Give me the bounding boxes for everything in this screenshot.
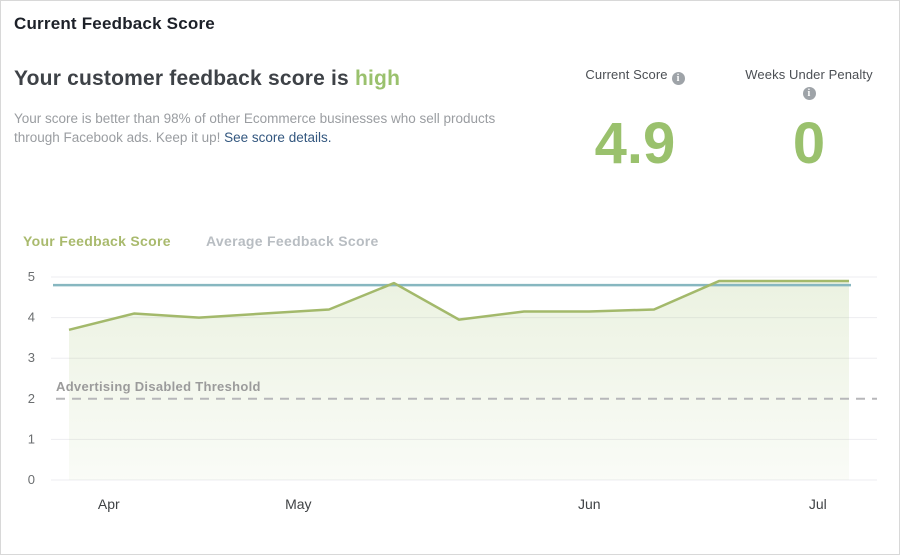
legend-your-feedback-score[interactable]: Your Feedback Score bbox=[23, 233, 171, 249]
svg-text:Apr: Apr bbox=[98, 496, 120, 512]
weeks-under-penalty-value: 0 bbox=[792, 111, 826, 176]
weeks-under-penalty-stat: Weeks Under Penalty i 0 bbox=[727, 67, 891, 187]
feedback-score-chart-svg: 0 1 2 3 4 5 Advertising Disabled Threshold Apr M… bbox=[28, 269, 877, 512]
summary-body: Your score is better than 98% of other E… bbox=[14, 109, 514, 147]
info-icon[interactable]: i bbox=[802, 87, 816, 100]
svg-text:May: May bbox=[285, 496, 311, 512]
svg-text:3: 3 bbox=[28, 350, 35, 365]
summary-body-text: Your score is better than 98% of other E… bbox=[14, 111, 496, 145]
svg-text:Advertising Disabled Threshold: Advertising Disabled Threshold bbox=[56, 379, 261, 394]
svg-text:2: 2 bbox=[28, 391, 35, 406]
see-score-details-link[interactable]: See score details. bbox=[224, 130, 332, 145]
legend-average-feedback-score[interactable]: Average Feedback Score bbox=[206, 233, 379, 249]
feedback-score-chart: 0 1 2 3 4 5 Advertising Disabled Threshold Apr M… bbox=[1, 251, 899, 551]
current-score-label: Current Score bbox=[585, 67, 668, 82]
svg-text:4: 4 bbox=[28, 310, 35, 325]
svg-text:Jun: Jun bbox=[578, 496, 601, 512]
current-score-stat: Current Score i 4.9 bbox=[556, 67, 714, 187]
chart-legend: Your Feedback Score Average Feedback Sco… bbox=[23, 233, 379, 249]
svg-text:0: 0 bbox=[28, 472, 35, 487]
score-status-high: high bbox=[355, 67, 401, 90]
svg-text:5: 5 bbox=[28, 269, 35, 284]
summary-heading-text: Your customer feedback score is bbox=[14, 67, 349, 90]
summary-heading: Your customer feedback score is high bbox=[14, 67, 400, 91]
svg-text:Jul: Jul bbox=[809, 496, 827, 512]
weeks-under-penalty-label: Weeks Under Penalty bbox=[745, 67, 873, 82]
svg-text:1: 1 bbox=[28, 431, 35, 446]
page-title: Current Feedback Score bbox=[14, 14, 215, 33]
current-score-label-row: Current Score i bbox=[556, 67, 714, 85]
info-icon[interactable]: i bbox=[671, 72, 685, 85]
current-score-value: 4.9 bbox=[594, 111, 676, 176]
weeks-under-penalty-label-row: Weeks Under Penalty i bbox=[727, 67, 891, 100]
